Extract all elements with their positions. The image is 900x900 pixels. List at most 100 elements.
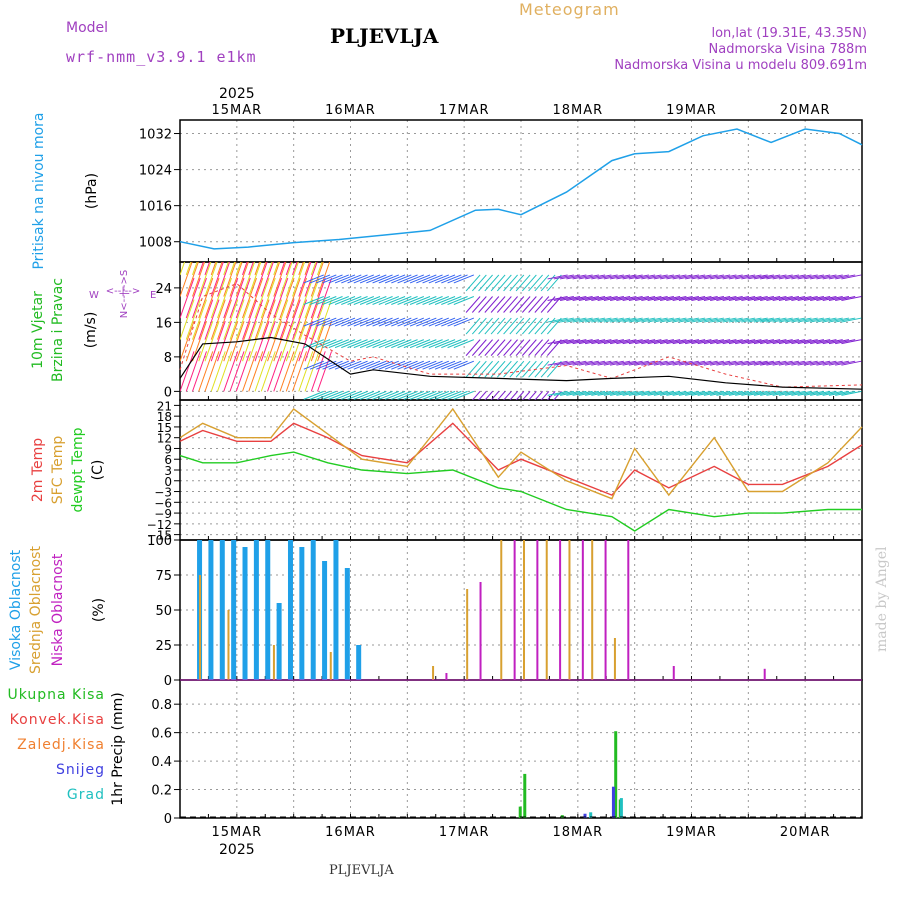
wind-barb bbox=[279, 351, 295, 392]
wind-barb bbox=[235, 351, 251, 392]
wind-barb bbox=[484, 274, 500, 292]
wind-barb bbox=[728, 360, 749, 366]
wind-barb bbox=[810, 317, 831, 323]
wind-barb bbox=[785, 274, 806, 280]
wind-barb bbox=[409, 390, 431, 400]
product-title: Meteogram bbox=[519, 0, 620, 19]
temperature-ytick-label: 6 bbox=[164, 453, 172, 467]
cloud-ytick-label: 75 bbox=[155, 569, 172, 584]
wind-barb bbox=[678, 360, 699, 366]
cloud-bar bbox=[287, 540, 293, 680]
wind-barb bbox=[841, 390, 862, 396]
wind-barb bbox=[828, 317, 850, 323]
wind-barb bbox=[597, 274, 618, 280]
pressure-title: Pritisak na nivou mora bbox=[31, 112, 47, 269]
wind-barb bbox=[192, 299, 207, 340]
wind-barb bbox=[628, 360, 649, 366]
wind-barb bbox=[279, 321, 295, 362]
wind-barb bbox=[397, 390, 418, 400]
wind-barb bbox=[298, 351, 314, 392]
wind-barb bbox=[304, 262, 318, 297]
wind-barb bbox=[310, 277, 326, 319]
wind-barb bbox=[298, 262, 312, 297]
wind-barb bbox=[816, 339, 837, 345]
wind-barb bbox=[653, 317, 674, 323]
wind-barb bbox=[478, 317, 493, 335]
temperature-ytick-label: −9 bbox=[154, 507, 172, 521]
wind-barb bbox=[534, 274, 550, 292]
cloud-ytick-label: 100 bbox=[147, 534, 172, 549]
wind-barb bbox=[672, 390, 693, 396]
wind-barb bbox=[685, 317, 706, 323]
wind-barb bbox=[465, 274, 481, 292]
wind-barb bbox=[578, 360, 599, 366]
wind-barb bbox=[778, 339, 800, 345]
wind-barb bbox=[285, 262, 299, 297]
wind-barb bbox=[521, 339, 537, 356]
wind-barb bbox=[372, 339, 393, 349]
wind-barb bbox=[347, 390, 368, 400]
wind-barb bbox=[810, 274, 831, 280]
wind-barb bbox=[298, 321, 314, 362]
wind-barb bbox=[822, 390, 843, 396]
wind-barb bbox=[540, 360, 556, 378]
cloud-bar bbox=[310, 540, 316, 680]
wind-barb bbox=[766, 317, 787, 323]
wind-barb bbox=[635, 317, 656, 323]
wind-barb bbox=[641, 317, 662, 323]
wind-barb bbox=[471, 339, 487, 356]
wind-barb bbox=[691, 339, 712, 345]
wind-barb bbox=[303, 296, 324, 305]
wind-barb bbox=[198, 262, 204, 276]
wind-barb bbox=[378, 339, 399, 349]
wind-barb bbox=[628, 390, 649, 396]
wind-barb bbox=[572, 296, 593, 301]
wind-barb bbox=[828, 296, 850, 301]
wind-barb bbox=[703, 317, 724, 323]
wind-barb bbox=[572, 274, 593, 280]
wind-barb bbox=[603, 390, 624, 396]
wind-barb bbox=[753, 317, 775, 323]
wind-barb bbox=[465, 317, 481, 335]
cloud-bar bbox=[299, 547, 305, 680]
wind-barb bbox=[710, 317, 731, 323]
wind-barb bbox=[528, 296, 543, 313]
wind-barb bbox=[347, 274, 368, 284]
wind-barb bbox=[785, 360, 806, 366]
cloud-ytick-label: 0 bbox=[164, 674, 172, 689]
wind-barb bbox=[496, 317, 512, 335]
wind-barb bbox=[741, 360, 762, 366]
wind-barb bbox=[453, 274, 475, 284]
wind-barb bbox=[198, 351, 214, 392]
wind-barb bbox=[566, 296, 587, 301]
wind-barb bbox=[317, 277, 333, 319]
wind-barb bbox=[616, 274, 637, 280]
wind-barb bbox=[204, 299, 220, 340]
wind-barb bbox=[341, 360, 362, 370]
wind-barb bbox=[422, 317, 443, 327]
date-label-top: 20MAR bbox=[780, 103, 831, 118]
wind-barb bbox=[509, 360, 525, 378]
wind-barb bbox=[478, 339, 493, 356]
wind-barb bbox=[422, 360, 443, 370]
wind-barb bbox=[378, 274, 399, 284]
wind-barb bbox=[503, 339, 518, 356]
wind-barb bbox=[553, 296, 574, 301]
wind-barb bbox=[328, 339, 349, 349]
wind-barb bbox=[672, 274, 693, 280]
wind-barb bbox=[597, 339, 618, 345]
wind-barb bbox=[560, 339, 581, 345]
wind-barb bbox=[304, 351, 320, 392]
wind-barb bbox=[553, 274, 574, 280]
wind-barb bbox=[303, 390, 324, 400]
wind-barb bbox=[540, 317, 556, 335]
wind-barb bbox=[397, 274, 418, 284]
precip-legend-3: Snijeg bbox=[56, 762, 105, 778]
wind-barb bbox=[304, 321, 320, 362]
wind-barb bbox=[528, 391, 537, 400]
wind-barb bbox=[728, 390, 749, 396]
wind-barb bbox=[416, 390, 437, 400]
wind-barb bbox=[229, 262, 236, 276]
temperature-ytick-label: 12 bbox=[157, 432, 172, 446]
wind-barb bbox=[716, 339, 737, 345]
